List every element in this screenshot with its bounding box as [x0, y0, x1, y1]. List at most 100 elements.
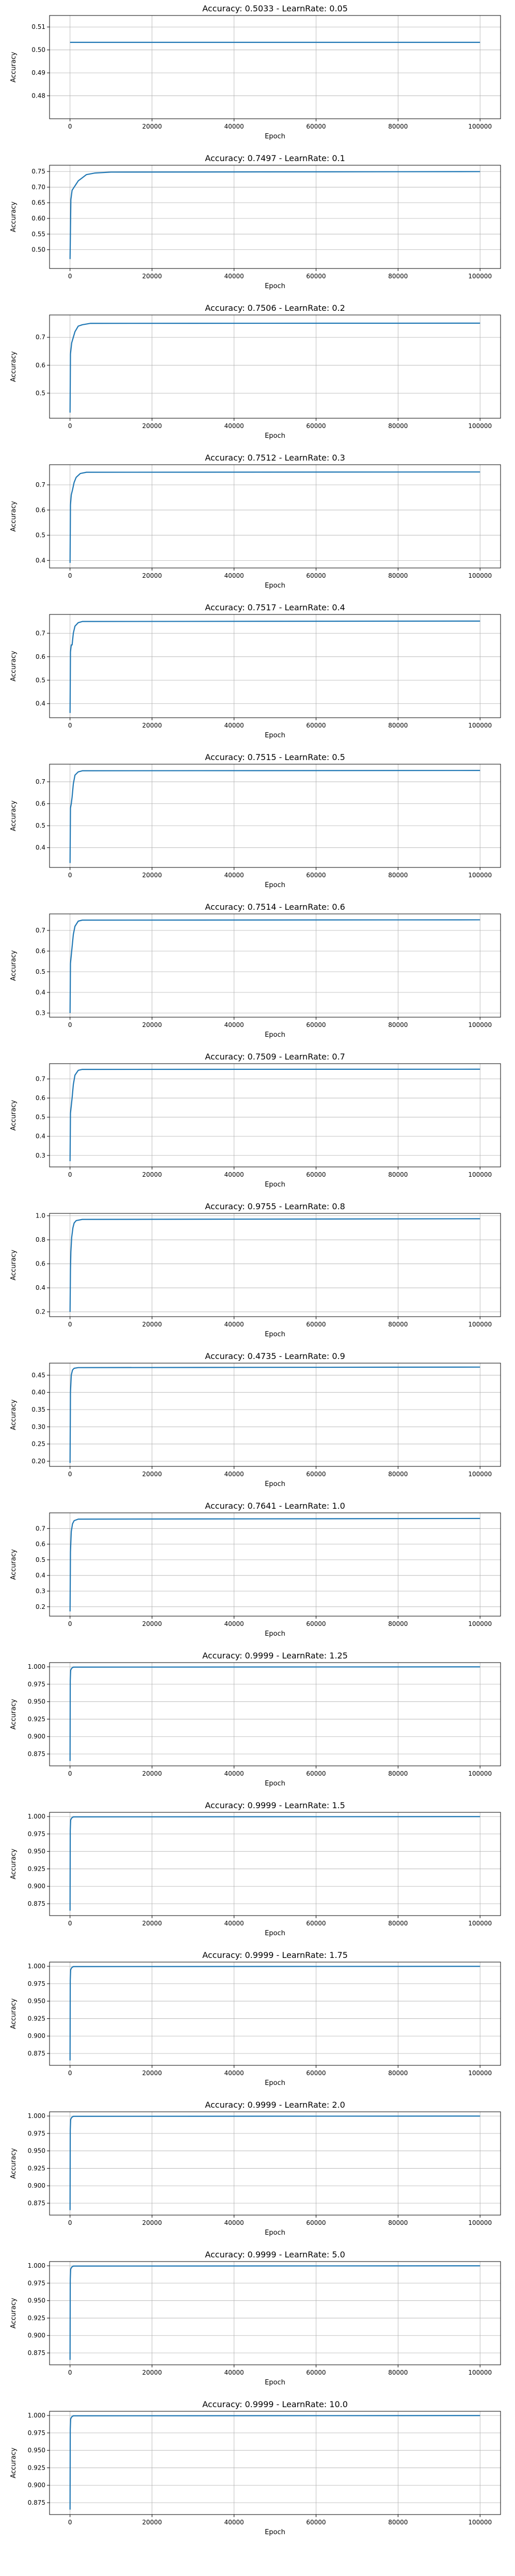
x-tick-label: 40000	[224, 1321, 244, 1328]
plot-frame	[49, 1962, 501, 2066]
chart-panel-8: Accuracy: 0.7509 - LearnRate: 0.7 0 20000 4…	[10, 1052, 501, 1189]
x-tick-label: 0	[68, 2069, 72, 2077]
y-tick-label: 0.7	[36, 927, 45, 934]
y-tick-label: 0.4	[36, 989, 45, 996]
chart-title: Accuracy: 0.9999 - LearnRate: 1.25	[202, 1651, 348, 1661]
y-tick-label: 0.7	[36, 1525, 45, 1532]
chart-panel-16: Accuracy: 0.9999 - LearnRate: 5.0 0 20000 4…	[10, 2250, 501, 2387]
x-tick-label: 60000	[306, 2219, 326, 2226]
x-tick-label: 40000	[224, 1021, 244, 1029]
x-tick-label: 100000	[468, 273, 492, 280]
y-tick-label: 0.900	[28, 1733, 45, 1740]
x-tick-label: 80000	[388, 1920, 408, 1927]
plot-frame	[49, 913, 501, 1018]
y-tick-label: 0.6	[36, 361, 45, 369]
x-tick-label: 0	[68, 1920, 72, 1927]
y-tick-label: 0.4	[36, 700, 45, 707]
x-tick-label: 80000	[388, 1171, 408, 1178]
x-tick-label: 0	[68, 722, 72, 729]
y-tick-label: 0.975	[28, 2280, 45, 2287]
plot-frame	[49, 764, 501, 868]
plot-frame	[49, 1213, 501, 1317]
y-tick-label: 0.875	[28, 2499, 45, 2506]
y-tick-label: 0.6	[36, 947, 45, 955]
x-axis-label: Epoch	[265, 282, 285, 290]
x-tick-label: 40000	[224, 2219, 244, 2226]
plot-frame	[49, 314, 501, 419]
accuracy-series-line	[69, 2115, 480, 2210]
chart-title: Accuracy: 0.7506 - LearnRate: 0.2	[205, 303, 345, 313]
y-tick-label: 0.975	[28, 2429, 45, 2437]
y-tick-label: 0.900	[28, 2332, 45, 2339]
accuracy-series-line	[69, 1966, 480, 2061]
y-tick-label: 0.7	[36, 629, 45, 637]
chart-panel-12: Accuracy: 0.9999 - LearnRate: 1.25 0 20000…	[10, 1651, 501, 1788]
chart-panel-17: Accuracy: 0.9999 - LearnRate: 10.0 0 20000…	[10, 2399, 501, 2536]
x-tick-label: 60000	[306, 2369, 326, 2376]
y-axis-label: Accuracy	[10, 800, 18, 831]
y-tick-label: 0.7	[36, 334, 45, 341]
y-tick-label: 0.900	[28, 2032, 45, 2040]
plot-frame	[49, 1512, 501, 1617]
y-tick-label: 0.50	[31, 246, 45, 254]
y-tick-label: 0.3	[36, 1009, 45, 1017]
x-tick-label: 80000	[388, 2069, 408, 2077]
y-tick-label: 0.875	[28, 2050, 45, 2057]
y-tick-label: 0.5	[36, 1556, 45, 1563]
y-tick-label: 0.950	[28, 2447, 45, 2454]
y-axis-label: Accuracy	[10, 1250, 18, 1281]
y-axis-label: Accuracy	[10, 52, 18, 83]
y-tick-label: 0.70	[31, 183, 45, 191]
y-tick-label: 1.000	[28, 1813, 45, 1820]
x-axis-label: Epoch	[265, 1780, 285, 1788]
chart-panel-15: Accuracy: 0.9999 - LearnRate: 2.0 0 20000 4…	[10, 2100, 501, 2237]
chart-panel-6: Accuracy: 0.7515 - LearnRate: 0.5 0 20000 4…	[10, 752, 501, 889]
x-tick-label: 20000	[142, 422, 162, 430]
accuracy-series-line	[69, 770, 480, 863]
chart-title: Accuracy: 0.9999 - LearnRate: 1.75	[202, 1950, 348, 1960]
x-tick-label: 0	[68, 2519, 72, 2526]
x-tick-label: 40000	[224, 872, 244, 879]
y-axis-label: Accuracy	[10, 1699, 18, 1730]
y-tick-label: 0.55	[31, 230, 45, 238]
x-tick-label: 0	[68, 2219, 72, 2226]
x-tick-label: 20000	[142, 2369, 162, 2376]
x-tick-label: 80000	[388, 1620, 408, 1627]
chart-panel-2: Accuracy: 0.7497 - LearnRate: 0.1 0 20000 4…	[10, 153, 501, 290]
y-axis-label: Accuracy	[10, 501, 18, 532]
x-tick-label: 100000	[468, 872, 492, 879]
chart-title: Accuracy: 0.9999 - LearnRate: 5.0	[205, 2250, 345, 2259]
x-axis-label: Epoch	[265, 2528, 285, 2536]
x-tick-label: 100000	[468, 1171, 492, 1178]
x-tick-label: 80000	[388, 273, 408, 280]
x-tick-label: 40000	[224, 273, 244, 280]
x-tick-label: 100000	[468, 2219, 492, 2226]
chart-panel-4: Accuracy: 0.7512 - LearnRate: 0.3 0 20000 4…	[10, 453, 501, 590]
accuracy-series-line	[69, 2265, 480, 2360]
x-tick-label: 20000	[142, 722, 162, 729]
x-tick-label: 80000	[388, 422, 408, 430]
y-tick-label: 0.875	[28, 1900, 45, 1907]
accuracy-series-line	[69, 620, 480, 713]
x-tick-label: 100000	[468, 1920, 492, 1927]
y-axis-label: Accuracy	[10, 201, 18, 232]
chart-title: Accuracy: 0.9755 - LearnRate: 0.8	[205, 1202, 345, 1211]
chart-title: Accuracy: 0.7641 - LearnRate: 1.0	[205, 1501, 345, 1511]
y-tick-label: 1.000	[28, 2262, 45, 2269]
y-tick-label: 0.45	[31, 1371, 45, 1379]
accuracy-series-line	[69, 1218, 480, 1312]
x-tick-label: 0	[68, 2369, 72, 2376]
y-axis-label: Accuracy	[10, 651, 18, 682]
x-tick-label: 60000	[306, 1021, 326, 1029]
y-axis-label: Accuracy	[10, 1399, 18, 1430]
x-tick-label: 20000	[142, 2519, 162, 2526]
y-tick-label: 0.950	[28, 1848, 45, 1855]
y-tick-label: 0.7	[36, 481, 45, 488]
y-tick-label: 0.5	[36, 532, 45, 539]
chart-title: Accuracy: 0.7514 - LearnRate: 0.6	[205, 902, 345, 912]
y-tick-label: 0.75	[31, 168, 45, 175]
y-tick-label: 0.4	[36, 557, 45, 564]
y-tick-label: 0.925	[28, 2015, 45, 2022]
x-tick-label: 20000	[142, 572, 162, 579]
y-tick-label: 1.000	[28, 1663, 45, 1670]
